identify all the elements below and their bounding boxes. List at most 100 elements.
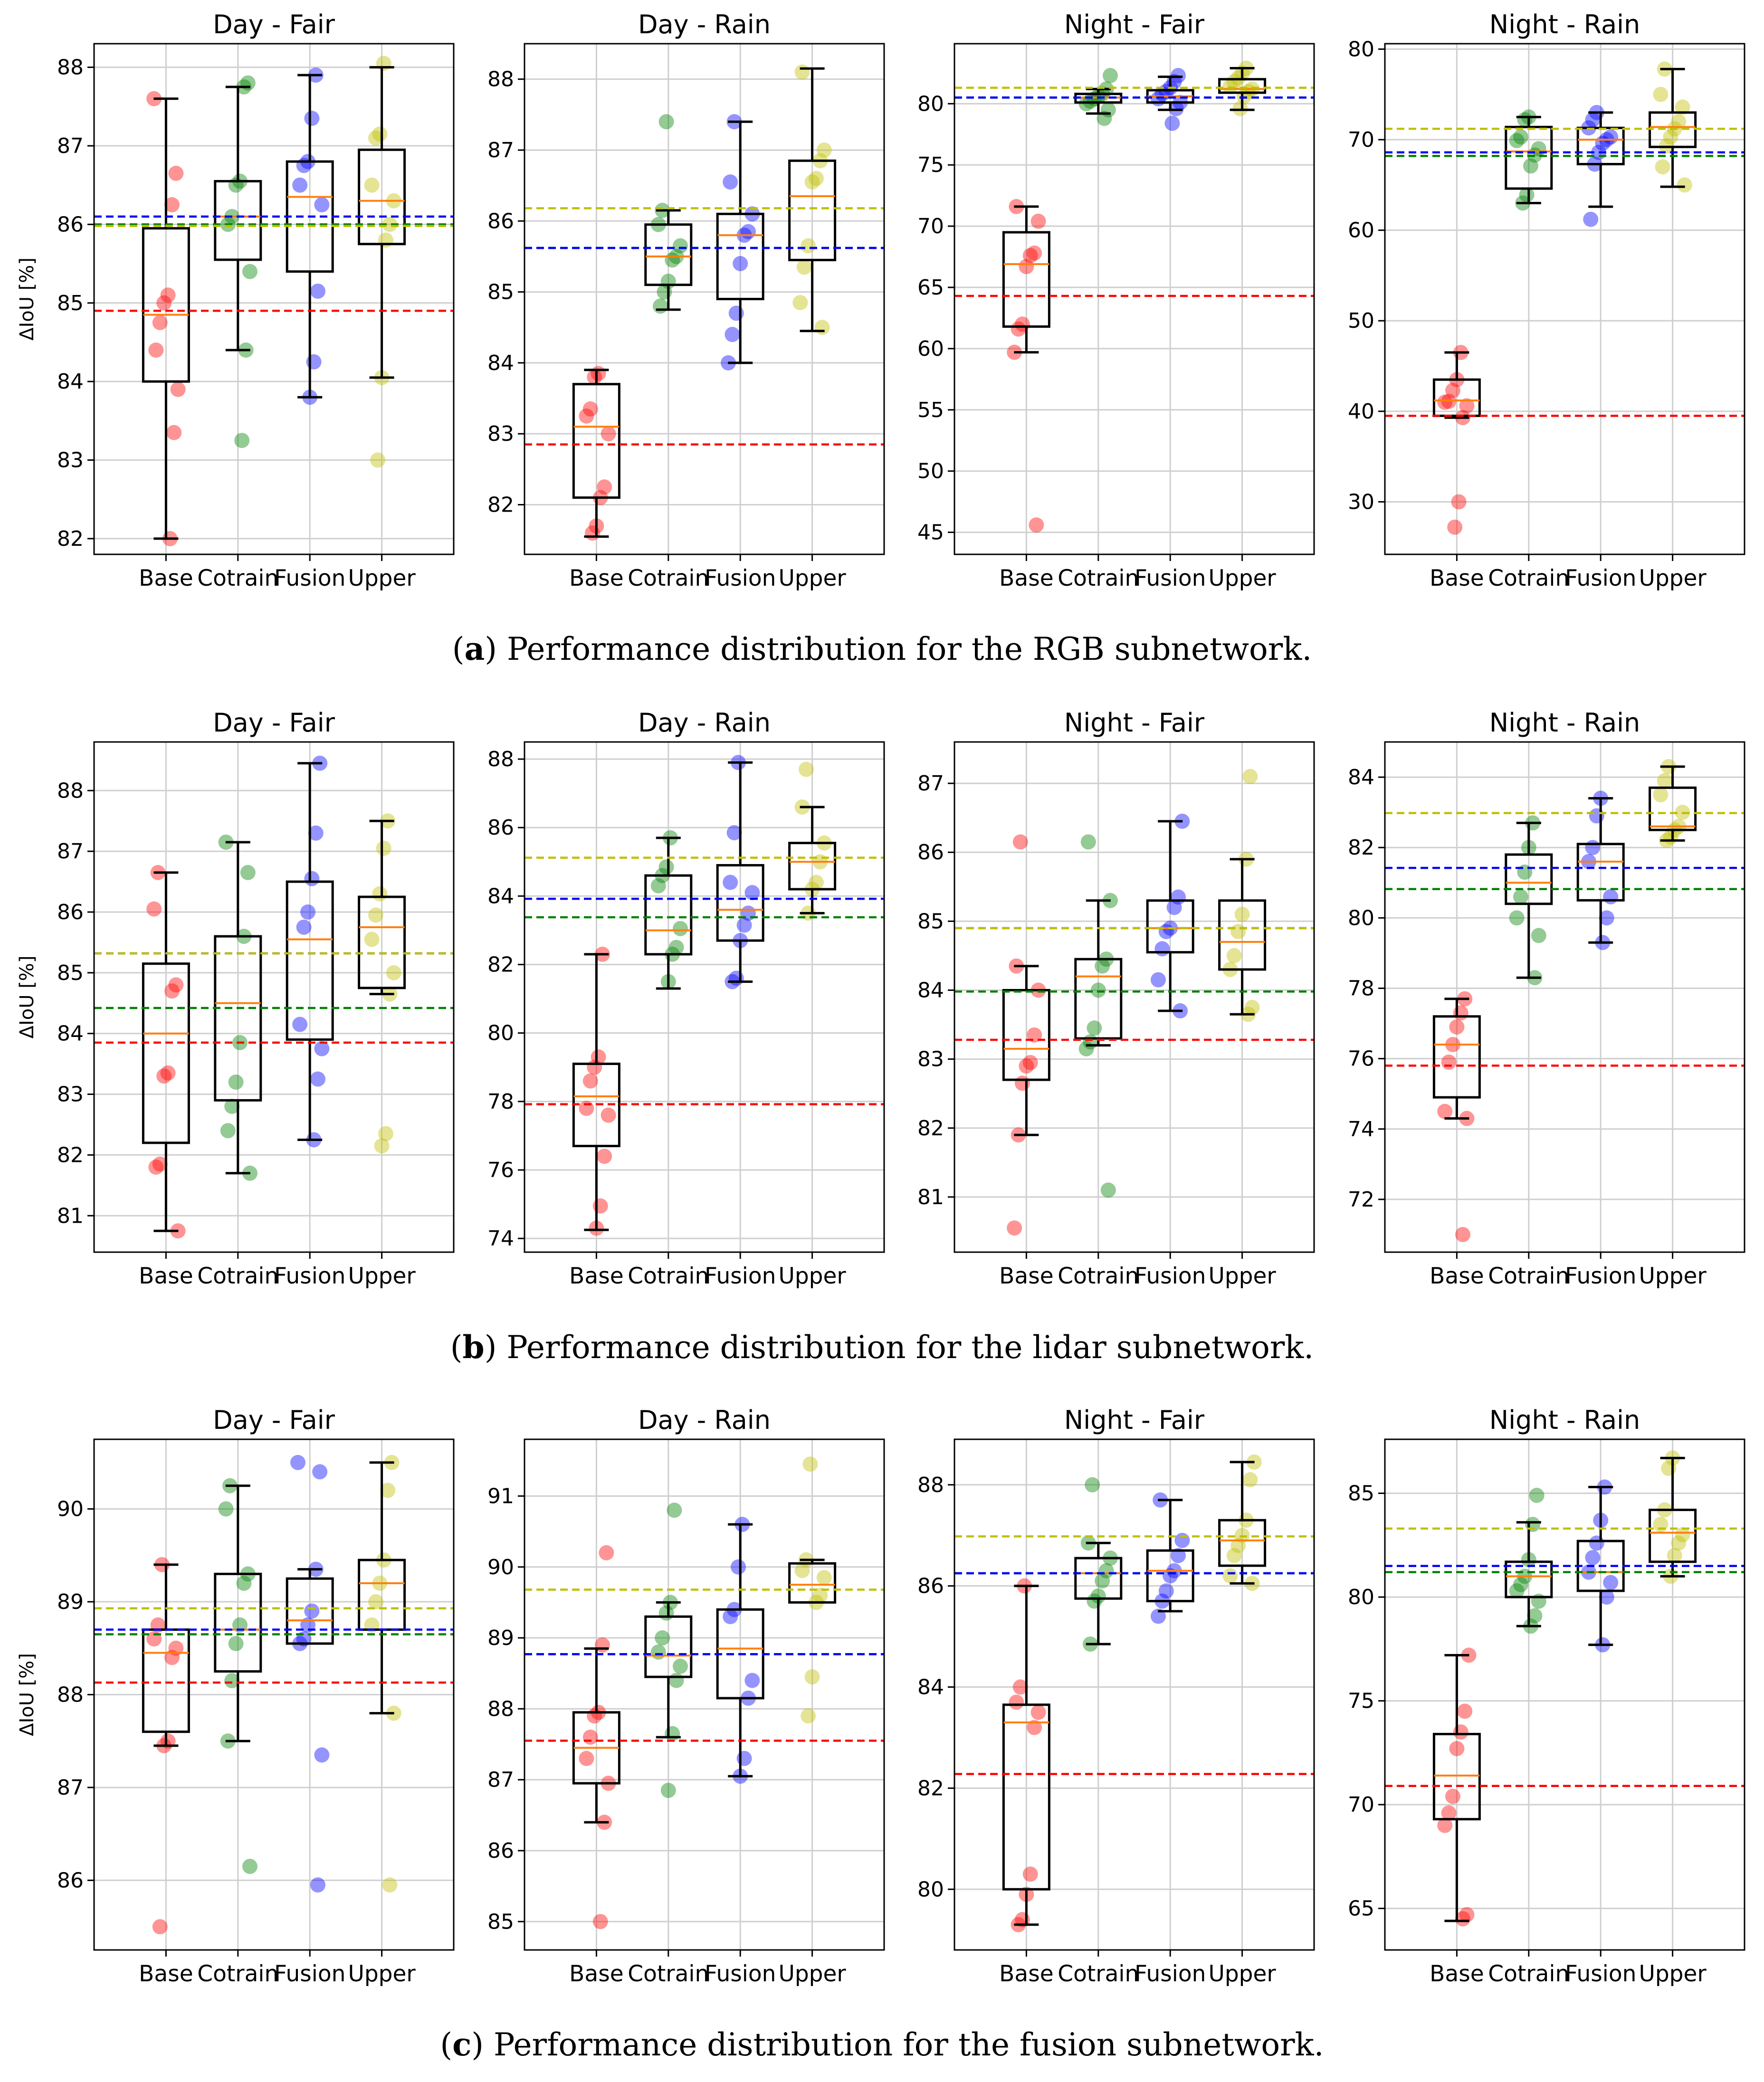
data-point <box>228 1636 244 1651</box>
data-point <box>723 174 738 190</box>
data-point <box>726 825 742 841</box>
x-tick-label: Fusion <box>1565 1961 1636 1987</box>
box-iqr <box>1649 1509 1697 1563</box>
box-iqr <box>1432 1733 1481 1821</box>
caption-b: (b) Performance distribution for the lid… <box>450 1329 1314 1366</box>
data-point <box>1242 769 1258 784</box>
data-point <box>1677 177 1692 193</box>
data-point <box>816 1570 832 1586</box>
y-tick-label: 88 <box>57 779 84 803</box>
data-point <box>378 1126 393 1141</box>
box-base <box>1002 965 1050 1136</box>
points-group <box>146 755 401 1239</box>
data-point <box>1457 1703 1473 1719</box>
data-point <box>1453 1724 1468 1740</box>
data-point <box>1027 1720 1042 1735</box>
data-point <box>1174 1532 1190 1548</box>
data-point <box>1441 1805 1457 1821</box>
data-point <box>804 1669 820 1685</box>
box-base <box>1432 1654 1481 1922</box>
data-point <box>156 295 172 311</box>
data-point <box>1525 1517 1541 1532</box>
data-point <box>801 238 816 254</box>
data-point <box>148 1160 164 1175</box>
y-tick-label: 87 <box>57 134 84 158</box>
plot-frame <box>524 1438 885 1951</box>
x-tick-label: Base <box>999 1961 1053 1987</box>
data-point <box>794 64 810 80</box>
data-point <box>582 401 598 417</box>
data-point <box>304 871 320 886</box>
data-point <box>1078 1041 1094 1056</box>
box-iqr <box>1505 1560 1553 1598</box>
data-point <box>723 875 738 890</box>
y-tick-label: 84 <box>57 1022 84 1046</box>
chart-title: Day - Fair <box>213 708 335 738</box>
data-point <box>372 886 388 902</box>
data-point <box>308 825 324 841</box>
data-point <box>1509 910 1525 926</box>
x-tick-label: Base <box>1430 1263 1484 1289</box>
data-point <box>1441 1055 1457 1070</box>
y-tick-label: 50 <box>917 459 944 484</box>
data-point <box>801 1708 816 1724</box>
x-tick-label: Base <box>569 565 623 591</box>
y-tick-label: 88 <box>487 1697 514 1721</box>
data-point <box>1599 1589 1614 1605</box>
data-point <box>1151 1608 1166 1624</box>
box-upper <box>358 819 406 996</box>
x-tick-label: Upper <box>1639 1961 1707 1987</box>
y-tick-label: 85 <box>487 1910 514 1934</box>
box-iqr <box>788 842 837 891</box>
chart-title: Night - Fair <box>1064 708 1205 738</box>
data-point <box>1095 958 1110 974</box>
x-tick-label: Cotrain <box>1058 565 1139 591</box>
data-point <box>1078 96 1094 112</box>
box-base <box>142 871 190 1232</box>
data-point <box>1230 924 1246 940</box>
box-upper <box>788 67 837 333</box>
data-point <box>1222 1568 1238 1584</box>
data-point <box>380 1483 396 1498</box>
plot-frame <box>954 1438 1315 1951</box>
data-point <box>1164 115 1180 131</box>
y-tick-label: 84 <box>57 370 84 394</box>
box-upper <box>1218 67 1267 111</box>
chart-title: Night - Fair <box>1064 10 1205 39</box>
data-point <box>1100 1182 1116 1198</box>
x-tick-label: Upper <box>1639 565 1707 591</box>
data-point <box>1603 1575 1619 1590</box>
chart-title: Night - Rain <box>1489 708 1640 738</box>
data-point <box>587 369 602 385</box>
data-point <box>1226 74 1242 89</box>
y-tick-label: 82 <box>487 953 514 977</box>
data-point <box>370 452 386 468</box>
points-group <box>579 1456 832 1930</box>
x-tick-label: Base <box>1430 1961 1484 1987</box>
y-tick-label: 75 <box>1348 1689 1374 1713</box>
y-axis-label: ΔIoU [%] <box>16 257 38 341</box>
x-tick-label: Cotrain <box>628 1961 709 1987</box>
y-tick-label: 55 <box>917 398 944 422</box>
data-point <box>1234 906 1250 922</box>
x-tick-label: Fusion <box>705 565 776 591</box>
data-point <box>1513 889 1528 904</box>
data-point <box>731 1559 746 1575</box>
data-point <box>658 114 674 130</box>
data-point <box>1589 808 1604 824</box>
data-point <box>304 111 320 126</box>
data-point <box>1653 86 1669 102</box>
y-tick-label: 74 <box>1348 1117 1374 1141</box>
data-point <box>812 1588 828 1603</box>
box-base <box>1432 998 1481 1120</box>
caption-a-text: Performance distribution for the RGB sub… <box>506 631 1312 667</box>
box-base <box>142 97 190 540</box>
data-point <box>1027 245 1042 261</box>
box-fusion <box>286 762 334 1141</box>
x-tick-label: Fusion <box>274 1263 345 1289</box>
box-iqr <box>1218 1519 1267 1567</box>
data-point <box>310 1071 325 1087</box>
data-point <box>1158 1583 1174 1599</box>
box-iqr <box>1002 989 1050 1081</box>
